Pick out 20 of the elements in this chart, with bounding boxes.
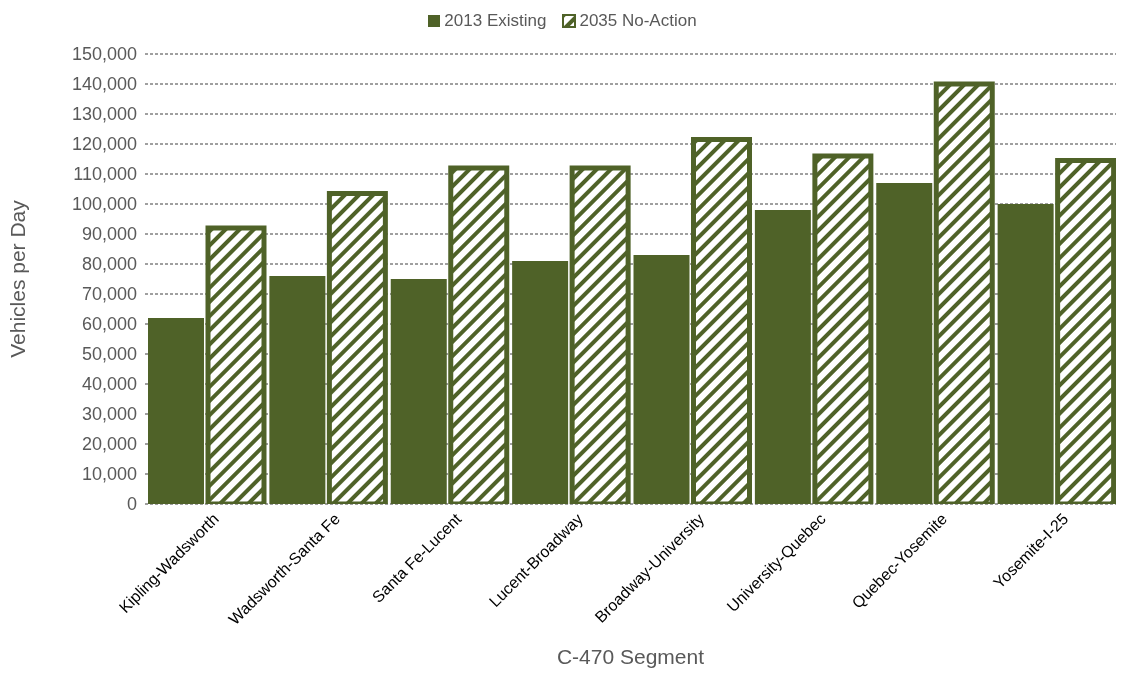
y-tick-label: 150,000 (71, 44, 137, 65)
y-tick-label: 90,000 (81, 224, 137, 245)
y-tick-label: 110,000 (73, 164, 137, 185)
legend-label: 2013 Existing (443, 11, 547, 31)
y-tick-label: 100,000 (71, 194, 137, 215)
y-tick-label: 20,000 (81, 434, 137, 455)
y-tick-label: 140,000 (71, 74, 137, 95)
x-axis-title: C-470 Segment (556, 645, 705, 668)
y-axis-title: Vehicles per Day (6, 199, 30, 358)
y-tick-label: 130,000 (71, 104, 137, 125)
y-tick-label: 60,000 (81, 314, 137, 335)
y-tick-label: 80,000 (81, 254, 137, 275)
y-tick-label: 40,000 (81, 374, 137, 395)
y-tick-label: 0 (126, 494, 137, 515)
y-tick-label: 120,000 (71, 134, 137, 155)
y-tick-label: 10,000 (81, 464, 137, 485)
y-tick-label: 50,000 (81, 344, 137, 365)
legend-label: 2035 No-Action (578, 11, 697, 31)
y-tick-label: 30,000 (81, 404, 137, 425)
y-tick-label: 70,000 (81, 284, 137, 305)
